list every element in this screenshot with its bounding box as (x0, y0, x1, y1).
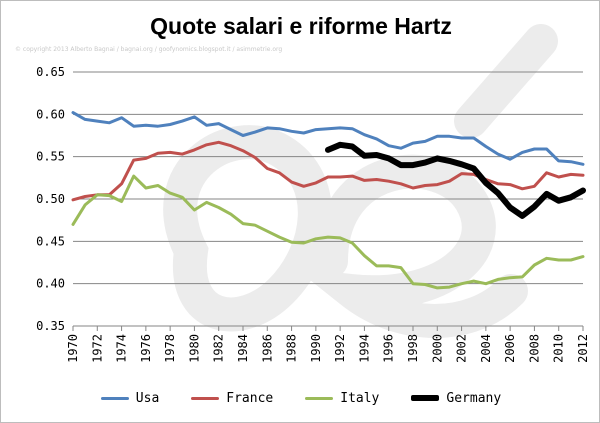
x-tick-label: 1978 (163, 334, 177, 363)
legend-label-france: France (226, 390, 274, 406)
x-tick-label: 2008 (527, 334, 541, 363)
chart-title: Quote salari e riforme Hartz (150, 13, 452, 39)
legend-item-italy: Italy (305, 391, 379, 406)
y-tick-label: 0.55 (36, 150, 65, 164)
legend-label-germany: Germany (446, 390, 502, 406)
x-tick-label: 2004 (479, 334, 493, 363)
series-line-italy (71, 174, 585, 290)
x-axis-ticks: 1970 1972 1974 1976 1978 1980 1982 1984 1986 1988… (66, 326, 590, 363)
legend-item-germany: Germany (411, 391, 501, 406)
x-tick-label: 2010 (552, 334, 566, 363)
x-tick-label: 1982 (212, 334, 226, 363)
x-tick-label: 1974 (115, 334, 129, 363)
x-tick-label: 1996 (382, 334, 396, 363)
x-tick-label: 1986 (260, 334, 274, 363)
y-tick-label: 0.60 (36, 107, 65, 121)
y-tick-label: 0.45 (36, 234, 65, 248)
legend-label-italy: Italy (340, 390, 380, 406)
series-lines (71, 111, 586, 290)
x-tick-label: 2012 (576, 334, 590, 363)
legend-swatch-france (191, 396, 220, 400)
x-tick-label: 1988 (285, 334, 299, 363)
y-tick-label: 0.65 (36, 65, 65, 79)
x-tick-label: 1970 (66, 334, 80, 363)
x-tick-label: 2002 (455, 334, 469, 363)
x-tick-label: 2006 (503, 334, 517, 363)
x-tick-label: 1972 (90, 334, 104, 363)
legend-item-usa: Usa (100, 390, 160, 406)
x-tick-label: 1984 (236, 334, 250, 363)
y-tick-label: 0.35 (36, 319, 65, 333)
x-tick-label: 1992 (333, 334, 347, 363)
x-tick-label: 1998 (406, 334, 420, 363)
y-axis-ticks: 0.35 0.40 0.45 0.50 0.55 0.60 0.65 (36, 65, 65, 333)
x-tick-label: 1980 (187, 334, 201, 363)
legend-label-usa: Usa (135, 390, 160, 406)
x-tick-label: 1994 (357, 334, 371, 363)
legend-item-france: France (191, 391, 273, 406)
copyright-credit: © copyright 2013 Alberto Bagnai / bagnai… (15, 46, 283, 53)
series-line-usa (71, 111, 585, 166)
legend-swatch-usa (100, 396, 129, 400)
series-line-france (71, 140, 585, 202)
x-tick-label: 2000 (430, 334, 444, 363)
x-tick-label: 1990 (309, 334, 323, 363)
y-tick-label: 0.40 (36, 277, 65, 291)
gridlines (73, 71, 583, 285)
legend: Usa France Italy Germany (1, 387, 599, 409)
legend-swatch-italy (305, 396, 334, 400)
y-tick-label: 0.50 (36, 192, 65, 206)
x-tick-label: 1976 (139, 334, 153, 363)
series-line-germany (325, 141, 586, 219)
legend-swatch-germany (411, 395, 440, 401)
